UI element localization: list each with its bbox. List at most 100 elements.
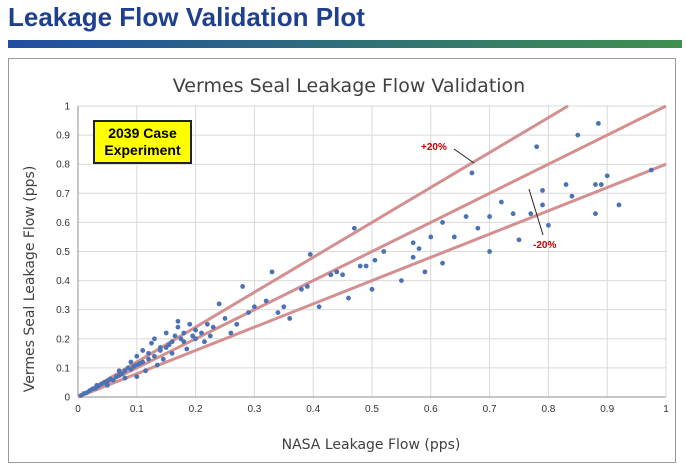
data-point xyxy=(487,214,492,219)
reference-line xyxy=(77,104,667,399)
data-point xyxy=(181,330,187,336)
data-point xyxy=(116,368,122,374)
data-point xyxy=(595,121,601,126)
data-point xyxy=(146,356,151,362)
data-point xyxy=(269,269,275,275)
data-point xyxy=(328,272,334,278)
data-point xyxy=(134,353,140,359)
data-point xyxy=(234,321,240,327)
y-tick-label: 0.6 xyxy=(56,218,70,229)
x-tick-label: 0.9 xyxy=(600,404,614,415)
chart-frame: Vermes Seal Leakage Flow Validation 0 0.1… xyxy=(8,58,676,463)
data-point xyxy=(469,170,475,176)
y-tick-label: 0 xyxy=(64,393,70,404)
data-point xyxy=(440,220,445,225)
data-point xyxy=(163,345,169,350)
x-tick-label: 0.2 xyxy=(189,404,203,415)
data-point xyxy=(122,375,128,381)
x-tick-label: 1 xyxy=(663,404,669,415)
data-point xyxy=(299,286,304,292)
data-point xyxy=(598,182,604,187)
data-point xyxy=(163,330,169,336)
data-point xyxy=(334,269,340,275)
data-point xyxy=(134,374,140,380)
data-point xyxy=(190,333,196,339)
data-point xyxy=(340,272,345,278)
legend-line-2: Experiment xyxy=(104,142,181,158)
data-points xyxy=(78,121,654,398)
data-point xyxy=(528,211,534,217)
data-point xyxy=(381,249,387,254)
data-point xyxy=(463,214,469,219)
data-point xyxy=(410,254,416,260)
data-point xyxy=(593,211,598,217)
x-tick-label: 0.6 xyxy=(424,404,438,415)
axes xyxy=(77,106,666,398)
data-point xyxy=(152,336,157,342)
data-point xyxy=(451,234,457,240)
y-axis-label: Vermes Seal Leakage Flow (pps) xyxy=(22,166,38,393)
data-point xyxy=(516,237,522,243)
minus20-label: -20% xyxy=(533,240,556,251)
data-point xyxy=(252,304,257,310)
data-point xyxy=(140,359,146,365)
data-point xyxy=(510,211,516,217)
data-point xyxy=(222,316,228,321)
data-point xyxy=(351,225,357,231)
data-point xyxy=(140,348,146,353)
data-point xyxy=(487,249,492,254)
data-point xyxy=(307,252,313,257)
data-point xyxy=(105,382,110,388)
data-point xyxy=(119,371,125,377)
data-point xyxy=(143,368,149,374)
x-tick-label: 0.1 xyxy=(130,404,144,415)
data-point xyxy=(210,324,216,330)
data-point xyxy=(363,263,369,269)
data-point xyxy=(540,202,545,208)
tick-labels: 0 0.1 0.2 0.3 0.4 0.5 0.6 0.7 0.8 0.9 1 0 0.1 0.2 0.3 0… xyxy=(56,102,669,416)
data-point xyxy=(604,173,610,179)
data-point xyxy=(616,202,622,208)
plus20-pointer xyxy=(453,148,475,164)
data-point xyxy=(184,346,190,352)
data-point xyxy=(175,324,181,330)
data-point xyxy=(128,366,134,372)
y-tick-label: 0.1 xyxy=(56,363,70,374)
legend-box: 2039 Case Experiment xyxy=(93,120,192,164)
data-point xyxy=(399,278,404,283)
data-point xyxy=(207,333,213,339)
data-point xyxy=(498,199,504,205)
x-tick-label: 0.7 xyxy=(483,404,497,415)
data-point xyxy=(166,342,172,348)
y-tick-label: 0.3 xyxy=(56,305,70,316)
y-tick-label: 0.5 xyxy=(56,247,70,258)
x-tick-label: 0.4 xyxy=(306,404,320,415)
data-point xyxy=(172,333,178,339)
data-point xyxy=(287,316,293,321)
legend-line-1: 2039 Case xyxy=(108,125,177,141)
data-point xyxy=(263,298,269,304)
data-point xyxy=(593,182,598,187)
data-point xyxy=(246,310,251,316)
data-point xyxy=(372,257,378,263)
y-tick-label: 0.4 xyxy=(56,276,70,287)
x-axis-label: NASA Leakage Flow (pps) xyxy=(282,437,461,453)
data-point xyxy=(275,310,281,316)
data-point xyxy=(193,336,199,342)
data-point xyxy=(202,339,207,345)
data-point xyxy=(357,263,363,269)
data-point xyxy=(346,295,351,301)
data-point xyxy=(216,301,222,307)
x-tick-label: 0 xyxy=(75,404,81,415)
data-point xyxy=(648,167,654,173)
x-tick-label: 0.5 xyxy=(365,404,379,415)
data-point xyxy=(169,339,175,345)
minus20-pointer xyxy=(528,188,544,236)
data-point xyxy=(422,269,428,275)
data-point xyxy=(122,368,128,374)
plus20-label: +20% xyxy=(421,142,447,153)
data-point xyxy=(281,304,287,310)
chart-title: Vermes Seal Leakage Flow Validation xyxy=(173,75,525,97)
y-tick-label: 0.8 xyxy=(56,160,70,171)
y-tick-label: 0.7 xyxy=(56,189,70,200)
